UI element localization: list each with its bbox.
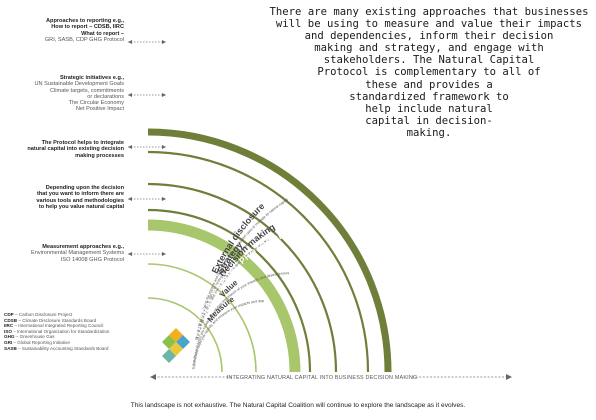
footer-note: This landscape is not exhaustive. The Na… [130, 402, 466, 409]
callout-reporting-line-4: GRI, SASB, CDP GHG Protocol [44, 36, 124, 43]
callout-measurement-line-3: ISO 14008 GHG Protocol [60, 256, 124, 263]
legend-abbr: IIRC [4, 323, 14, 329]
overlay-line: standardized framework to [349, 90, 509, 103]
callout-measurement-line-2: Environmental Management Systems [31, 250, 124, 257]
protocol-band [147, 219, 301, 373]
value-arc [147, 263, 257, 373]
bottom-axis-label: INTEGRATING NATURAL CAPITAL INTO BUSINES… [227, 375, 418, 381]
callout-depending-line-4: to help you value natural capital [38, 203, 124, 210]
arrowhead-icon [128, 40, 132, 44]
legend-row: SASB – Sustainability Accounting Standar… [4, 346, 144, 352]
legend-text: – Climate Disclosure Standards Board [18, 317, 97, 323]
callout-reporting-line-2: How to report – CDSB, IIRC [51, 24, 124, 31]
callout-strategic-line-5: The Circular Economy [68, 100, 124, 107]
callout-depending-line-2: that you want to inform there are [36, 191, 124, 198]
arrowhead-icon [162, 252, 166, 256]
callout-reporting: Approaches to reporting e.g., How to rep… [0, 18, 124, 43]
callout-measurement-line-1: Measurement approaches e.g., [42, 244, 124, 250]
legend-text: – Global Reporting Initiative [13, 339, 70, 345]
callout-strategic-line-4: or declarations [87, 93, 124, 100]
callout-protocol-line-3: making processes [75, 152, 124, 159]
outer-arc [147, 128, 392, 373]
callout-protocol: The Protocol helps to integrate natural … [0, 140, 124, 159]
legend-abbr: GHG [4, 334, 15, 340]
strategy-arc [147, 182, 338, 373]
legend-row: ISO – International Organization for Sta… [4, 329, 144, 335]
callout-depending: Depending upon the decision that you wan… [0, 185, 124, 210]
legend-text: – Greenhouse Gas [15, 334, 55, 340]
arrowhead-icon [128, 197, 132, 201]
callout-strategic-line-1: Strategic initiatives e.g., [59, 75, 124, 81]
legend-row: GHG – Greenhouse Gas [4, 334, 144, 340]
overlay-line: capital in decision- [365, 114, 493, 127]
overlay-paragraph: There are many existing approaches that … [262, 6, 596, 139]
arrowhead-icon [162, 197, 166, 201]
callout-reporting-line-1: Approaches to reporting e.g., [45, 18, 124, 24]
callout-strategic-line-6: Net Positive Impact [75, 106, 124, 113]
arrowhead-icon [128, 252, 132, 256]
external-disclosure-arc [147, 150, 370, 373]
legend-row: CDSB – Climate Disclosure Standards Boar… [4, 318, 144, 324]
callout-strategic-line-3: Climate targets, commitments [50, 87, 124, 94]
overlay-line: and dependencies, inform their decision [304, 30, 554, 43]
legend-abbr: ISO [4, 328, 12, 334]
legend-text: – International Organization for Standar… [13, 328, 110, 334]
legend-text: – International Integrated Reporting Cou… [14, 323, 104, 329]
overlay-line: stakeholders. The Natural Capital [323, 54, 535, 67]
legend-abbr: CDSB [4, 317, 18, 323]
arrowhead-icon [162, 145, 166, 149]
arrowhead-icon [128, 93, 132, 97]
overlay-line: making and strategy, and engage with [314, 42, 544, 55]
arrowhead-icon [128, 145, 132, 149]
arrowhead-icon [162, 40, 166, 44]
callout-strategic-line-2: UN Sustainable Development Goals [34, 81, 124, 88]
overlay-line: making. [406, 126, 452, 139]
callout-protocol-line-1: The Protocol helps to integrate [41, 140, 124, 146]
bottom-axis-left-arrow-icon [150, 374, 156, 380]
legend-text: – Sustainability Accounting Standards Bo… [18, 345, 109, 351]
decision-making-arc [147, 208, 312, 373]
abbreviation-legend: CDP – Carbon Disclosure Project CDSB – C… [4, 312, 144, 351]
overlay-line: will be using to measure and value their… [275, 18, 583, 31]
measure-arc [147, 297, 223, 373]
legend-abbr: CDP [4, 312, 14, 317]
callout-protocol-line-2: natural capital into existing decision [27, 146, 124, 153]
callout-measurement: Measurement approaches e.g., Environment… [0, 244, 124, 263]
natural-capital-coalition-logo [162, 328, 190, 363]
overlay-line: Protocol is complementary to all of [317, 66, 541, 79]
callout-reporting-line-3: What to report – [81, 30, 124, 37]
callout-depending-line-3: various tools and methodologies [36, 197, 124, 204]
overlay-line: these and provides a [365, 78, 493, 91]
callout-strategic: Strategic initiatives e.g., UN Sustainab… [0, 75, 124, 113]
overlay-line: help include natural [365, 102, 493, 115]
legend-text: – Carbon Disclosure Project [14, 312, 73, 317]
legend-row: GRI – Global Reporting Initiative [4, 340, 144, 346]
legend-abbr: GRI [4, 339, 13, 345]
legend-row: IIRC – International Integrated Reportin… [4, 323, 144, 329]
bottom-axis-right-arrow-icon [506, 374, 512, 380]
legend-row: CDP – Carbon Disclosure Project [4, 312, 144, 318]
arrowhead-icon [162, 93, 166, 97]
overlay-line: There are many existing approaches that … [269, 6, 589, 18]
callout-depending-line-1: Depending upon the decision [45, 185, 124, 191]
legend-abbr: SASB [4, 345, 17, 351]
